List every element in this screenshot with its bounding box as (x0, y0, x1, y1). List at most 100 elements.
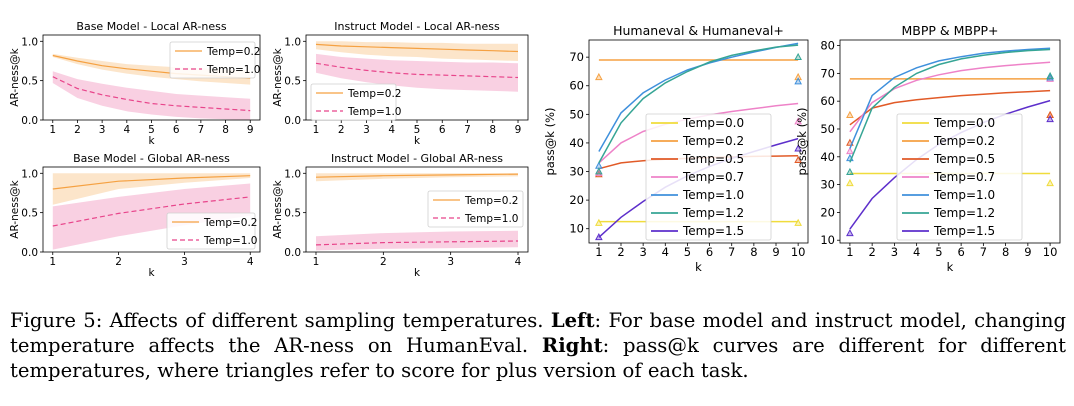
x-tick-label: 9 (247, 124, 254, 136)
legend-label-Temp=1.5: Temp=1.5 (682, 224, 744, 238)
y-tick-label: 20 (569, 193, 584, 207)
chart-panel-4: Instruct Model - Global AR-ness 1 2 3 4 k 0.0 0… (272, 152, 529, 279)
y-tick-label: 0.0 (284, 115, 301, 127)
plus-marker-Temp=1.5-k10 (794, 144, 802, 152)
legend-label-Temp=1.0: Temp=1.0 (933, 188, 995, 202)
legend-label-Temp=0.2: Temp=0.2 (203, 217, 257, 229)
x-tick-label: 3 (363, 124, 370, 136)
legend: Temp=0.2 Temp=1.0 (169, 41, 260, 79)
caption-left-label: Left (550, 309, 595, 332)
plus-marker-Temp=0.0-k1 (846, 178, 854, 187)
chart-title: Instruct Model - Global AR-ness (331, 152, 503, 165)
x-tick-label: 7 (728, 245, 735, 259)
y-axis-label: AR-ness@k (9, 47, 21, 106)
band-Temp=1.0 (316, 230, 518, 251)
x-tick-label: 5 (414, 124, 421, 136)
plus-marker-Temp=0.2-k10 (794, 72, 802, 81)
x-tick-label: 6 (173, 124, 180, 136)
band-Temp=1.0 (52, 183, 251, 250)
series-line-Temp=0.5 (849, 89, 1051, 126)
x-tick-label: 6 (957, 245, 964, 259)
y-tick-label: 0.5 (21, 76, 38, 88)
legend-label-Temp=1.0: Temp=1.0 (464, 213, 518, 225)
y-tick-label: 1.0 (21, 36, 38, 48)
axes-frame (305, 166, 529, 253)
plus-marker-Temp=0.5-k10 (1046, 110, 1054, 118)
x-tick-label: 6 (439, 124, 446, 136)
series-line-Temp=1.2 (598, 44, 799, 164)
x-tick-label: 4 (247, 256, 254, 268)
x-tick-label: 1 (49, 256, 56, 268)
legend-label-Temp=1.5: Temp=1.5 (933, 224, 995, 238)
legend-label-Temp=0.2: Temp=0.2 (347, 88, 401, 100)
legend-label-Temp=0.7: Temp=0.7 (682, 170, 744, 184)
x-tick-label: 2 (380, 256, 387, 268)
y-tick-label: 70 (820, 66, 835, 80)
x-tick-label: 5 (684, 245, 691, 259)
x-tick-label: 7 (198, 124, 205, 136)
plus-marker-Temp=1.0-k10 (794, 77, 802, 85)
x-tick-label: 2 (868, 245, 875, 259)
figure-caption: Figure 5: Affects of different sampling … (10, 308, 1066, 383)
plus-marker-Temp=1.5-k1 (846, 229, 854, 237)
band-Temp=1.0 (316, 53, 518, 92)
x-tick-label: 10 (1043, 245, 1058, 259)
plus-marker-Temp=0.0-k10 (1046, 178, 1054, 187)
y-tick-label: 1.0 (21, 168, 38, 180)
x-tick-label: 6 (706, 245, 713, 259)
legend-label-Temp=0.2: Temp=0.2 (682, 134, 744, 148)
legend-box (896, 113, 1023, 241)
axes-frame (839, 39, 1061, 244)
chart-panel-3: Base Model - Global AR-ness 1 2 3 4 k 0.0 0.5 1.… (9, 152, 261, 279)
series-line-Temp=1.0 (849, 47, 1051, 149)
x-axis-label: k (148, 135, 155, 147)
x-axis-label: k (695, 260, 702, 274)
legend-label-Temp=0.2: Temp=0.2 (933, 134, 995, 148)
x-axis-label: k (148, 267, 155, 279)
legend-label-Temp=1.2: Temp=1.2 (933, 206, 995, 220)
x-axis-label: k (414, 135, 421, 147)
caption-text-part3: : pass@k curves are different for differ… (10, 334, 1066, 382)
y-tick-label: 0.5 (284, 208, 301, 220)
y-tick-label: 40 (820, 150, 835, 164)
legend-label-Temp=1.0: Temp=1.0 (203, 235, 257, 247)
plus-marker-Temp=0.7-k10 (794, 117, 802, 125)
x-tick-label: 3 (99, 124, 106, 136)
x-tick-label: 9 (1024, 245, 1031, 259)
axes-frame (588, 39, 809, 244)
legend-label-Temp=0.2: Temp=0.2 (206, 46, 260, 58)
plus-marker-Temp=0.5-k10 (794, 155, 802, 163)
y-tick-label: 30 (820, 178, 835, 192)
legend-label-Temp=1.0: Temp=1.0 (347, 106, 401, 118)
series-line-Temp=0.7 (849, 61, 1051, 133)
plus-marker-Temp=1.5-k1 (595, 233, 603, 241)
series-line-Temp=1.2 (849, 48, 1051, 163)
y-tick-label: 50 (820, 122, 835, 136)
series-line-Temp=0.2 (52, 175, 251, 190)
y-axis-label: AR-ness@k (272, 47, 284, 106)
chart-panel-5: Humaneval & Humaneval+ 1 2 3 4 5 6 7 8 9 10 k 10 20 30… (543, 23, 809, 274)
legend-label-Temp=0.5: Temp=0.5 (933, 152, 995, 166)
x-tick-label: 1 (846, 245, 853, 259)
y-axis-label: AR-ness@k (272, 179, 284, 238)
x-tick-label: 4 (662, 245, 669, 259)
figure-panels: Base Model - Local AR-ness 1 2 3 4 5 6 7 8 9 k 0.0 0… (9, 20, 1061, 279)
y-tick-label: 1.0 (284, 168, 301, 180)
legend-label-Temp=0.5: Temp=0.5 (682, 152, 744, 166)
x-tick-label: 5 (935, 245, 942, 259)
legend: Temp=0.0 Temp=0.2 Temp=0.5 Temp=0.7 Temp=1.0… (645, 113, 772, 241)
x-tick-label: 4 (913, 245, 920, 259)
x-tick-label: 2 (74, 124, 81, 136)
y-tick-label: 0.0 (21, 247, 38, 259)
x-tick-label: 1 (49, 124, 56, 136)
x-tick-label: 2 (338, 124, 345, 136)
x-tick-label: 8 (489, 124, 496, 136)
chart-panel-2: Instruct Model - Local AR-ness 1 2 3 4 5 6 7 8 9 k… (272, 20, 529, 147)
x-tick-label: 3 (891, 245, 898, 259)
plus-marker-Temp=0.7-k1 (846, 146, 854, 155)
y-tick-label: 0.0 (284, 247, 301, 259)
chart-title: Instruct Model - Local AR-ness (334, 20, 500, 33)
series-line-Temp=1.0 (52, 76, 251, 112)
legend-label-Temp=0.7: Temp=0.7 (933, 170, 995, 184)
chart-title: Base Model - Local AR-ness (76, 20, 226, 33)
